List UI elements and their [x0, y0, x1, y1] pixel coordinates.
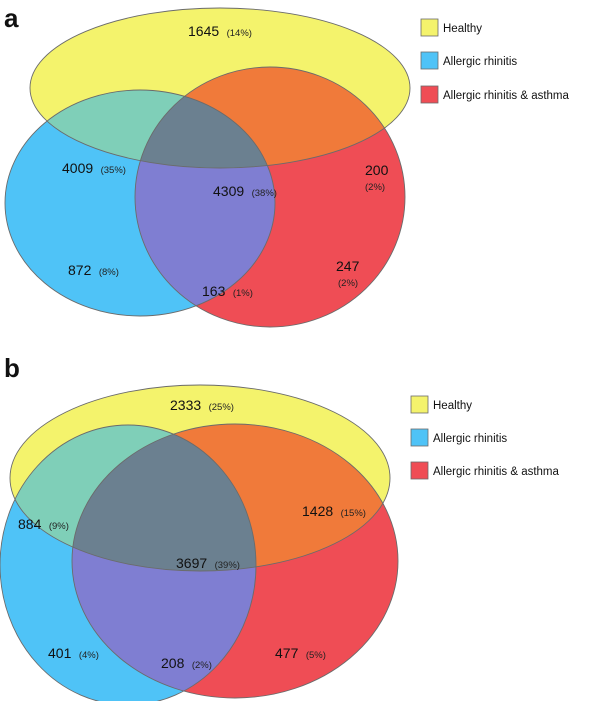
region-percent: (14%)	[227, 28, 252, 39]
region-percent: (39%)	[215, 560, 240, 571]
legend-swatch-allergic-rhinitis	[420, 51, 439, 70]
legend-label-allergic-rhinitis: Allergic rhinitis	[443, 56, 517, 68]
panel-b-healthy-outline	[9, 384, 391, 572]
panel-a-percent-healthy-asthma: (2%)	[365, 182, 385, 193]
legend-swatch-allergic-rhinitis	[410, 428, 429, 447]
region-count: 1428	[302, 503, 333, 519]
region-percent: (2%)	[192, 660, 212, 671]
region-percent: (25%)	[209, 402, 234, 413]
region-count: 401	[48, 645, 72, 661]
panel-a-label-healthy-rhinitis: 4009 (35%)	[62, 160, 126, 177]
region-percent: (8%)	[99, 267, 119, 278]
legend-item-allergic-rhinitis-asthma: Allergic rhinitis & asthma	[420, 85, 570, 104]
panel-a-label-rhinitis-asthma: 163 (1%)	[202, 283, 253, 300]
region-count: 2333	[170, 397, 201, 413]
region-percent: (15%)	[341, 508, 366, 519]
legend-item-healthy: Healthy	[410, 395, 472, 414]
panel-a-legend: Healthy Allergic rhinitis Allergic rhini…	[420, 18, 570, 104]
region-count: 163	[202, 283, 226, 299]
legend-item-allergic-rhinitis: Allergic rhinitis	[410, 428, 507, 447]
legend-label-allergic-rhinitis: Allergic rhinitis	[433, 433, 507, 445]
region-percent: (35%)	[101, 165, 126, 176]
panel-a-triple-overlap	[135, 90, 275, 168]
panel-b-triple-overlap	[72, 425, 256, 571]
panel-b-label-rhinitis-only: 401 (4%)	[48, 645, 99, 662]
panel-a-label-healthy-only: 1645 (14%)	[188, 23, 252, 40]
legend-label-healthy: Healthy	[433, 400, 472, 412]
panel-a-percent-asthma-only: (2%)	[338, 278, 358, 289]
panel-b-label-healthy-rhinitis: 884 (9%)	[18, 516, 69, 533]
legend-swatch-healthy	[410, 395, 429, 414]
panel-a-label-all-three: 4309 (38%)	[213, 183, 277, 200]
panel-b-label-asthma-only: 477 (5%)	[275, 645, 326, 662]
region-count: 208	[161, 655, 185, 671]
region-percent: (4%)	[79, 650, 99, 661]
legend-label-allergic-rhinitis-asthma: Allergic rhinitis & asthma	[443, 90, 570, 102]
panel-b-label-rhinitis-asthma: 208 (2%)	[161, 655, 212, 672]
region-count: 1645	[188, 23, 219, 39]
legend-swatch-allergic-rhinitis-asthma	[420, 85, 439, 104]
legend-item-allergic-rhinitis-asthma: Allergic rhinitis & asthma	[410, 461, 560, 480]
panel-b: b	[0, 353, 560, 701]
panel-b-label-healthy-asthma: 1428 (15%)	[302, 503, 366, 520]
panel-a-count-healthy-asthma: 200	[365, 162, 389, 178]
legend-label-healthy: Healthy	[443, 23, 482, 35]
panel-b-legend: Healthy Allergic rhinitis Allergic rhini…	[410, 395, 560, 480]
region-count: 872	[68, 262, 92, 278]
legend-label-allergic-rhinitis-asthma: Allergic rhinitis & asthma	[433, 466, 560, 478]
legend-swatch-allergic-rhinitis-asthma	[410, 461, 429, 480]
region-percent: (1%)	[233, 288, 253, 299]
legend-swatch-healthy	[420, 18, 439, 37]
legend-item-healthy: Healthy	[420, 18, 482, 37]
region-percent: (9%)	[49, 521, 69, 532]
panel-a: a	[4, 3, 570, 328]
panel-a-rhinitis-outline	[4, 89, 276, 317]
region-count: 884	[18, 516, 42, 532]
panel-a-letter: a	[4, 3, 19, 33]
panel-a-count-asthma-only: 247	[336, 258, 360, 274]
panel-b-rhinitis-outline	[0, 424, 257, 701]
region-count: 4309	[213, 183, 244, 199]
region-count: 477	[275, 645, 299, 661]
panel-a-asthma-outline	[134, 66, 406, 328]
panel-a-healthy-outline	[29, 7, 411, 169]
panel-b-asthma-outline	[71, 423, 399, 699]
region-count: 4009	[62, 160, 93, 176]
region-percent: (38%)	[252, 188, 277, 199]
panel-b-label-healthy-only: 2333 (25%)	[170, 397, 234, 414]
panel-b-label-all-three: 3697 (39%)	[176, 555, 240, 572]
region-count: 3697	[176, 555, 207, 571]
legend-item-allergic-rhinitis: Allergic rhinitis	[420, 51, 517, 70]
panel-b-letter: b	[4, 353, 20, 383]
region-percent: (5%)	[306, 650, 326, 661]
panel-a-label-rhinitis-only: 872 (8%)	[68, 262, 119, 279]
